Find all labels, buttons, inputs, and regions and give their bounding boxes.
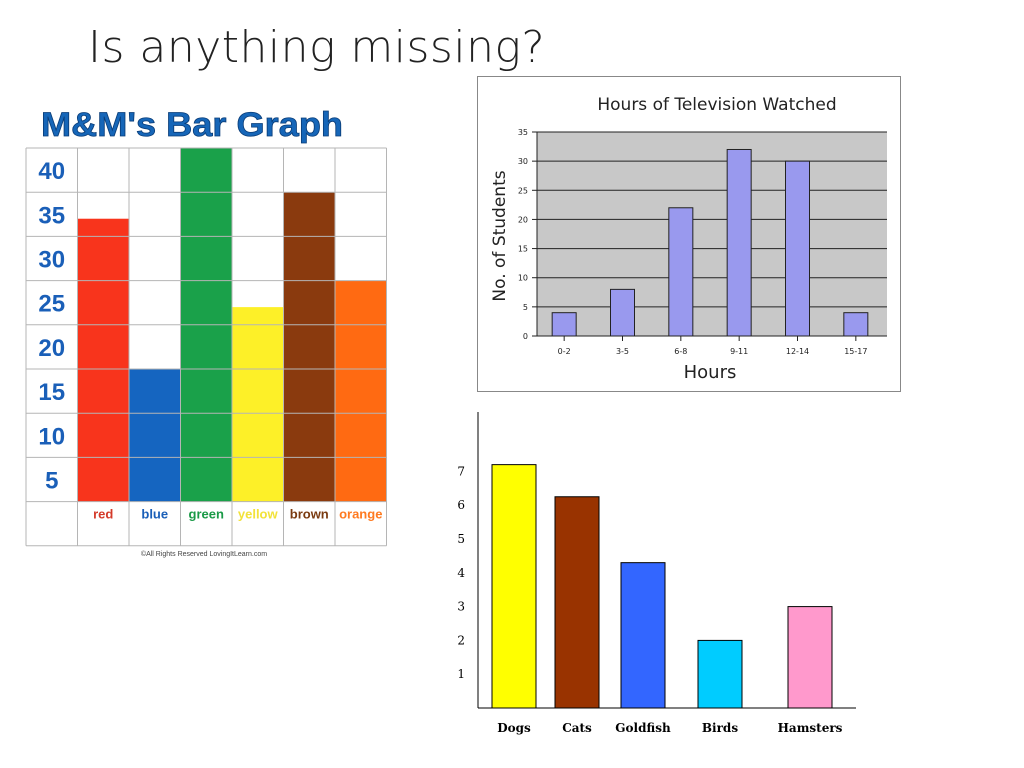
grid-lines [25, 147, 387, 547]
y-tick-label: 2 [457, 633, 465, 647]
tv-bar-chart: Hours of Television Watched 0 5 10 15 20 25 30… [477, 76, 901, 392]
chart-title: M&M's Bar Graph [41, 106, 343, 144]
x-tick-label: 6-8 [674, 347, 687, 356]
x-tick-label: Hamsters [778, 721, 843, 735]
y-tick-labels: 0 5 10 15 20 25 30 35 [518, 128, 528, 341]
y-tick-label: 5 [45, 468, 58, 495]
x-tick-label: 12-14 [786, 347, 809, 356]
bar-0-2 [551, 312, 577, 337]
bar-orange [335, 280, 387, 502]
bar-Goldfish [620, 562, 666, 709]
x-tick-labels: 0-2 3-5 6-8 9-11 12-14 15-17 [558, 347, 868, 356]
x-tick-labels: Dogs Cats Goldfish Birds Hamsters [497, 721, 842, 735]
x-tick-label-red: red [93, 507, 113, 522]
x-tick-label: 0-2 [558, 347, 571, 356]
bar-12-14 [785, 160, 810, 337]
bar-Dogs [491, 464, 537, 709]
slide-title: Is anything missing? [88, 22, 546, 73]
bar-Birds [697, 639, 743, 709]
bar-6-8 [668, 207, 694, 337]
x-tick-label-blue: blue [141, 507, 168, 522]
y-tick-label: 25 [518, 186, 528, 195]
x-tick-labels: red blue green yellow brown orange [93, 507, 382, 522]
bar-blue [129, 369, 181, 502]
copyright-footer: ©All Rights Reserved LovingItLearn.com [141, 550, 267, 558]
pets-bar-chart: 1 2 3 4 5 6 7 Dogs Cats Goldfish Birds Hamsters [457, 412, 856, 735]
grid-lines [532, 131, 887, 337]
y-tick-label: 15 [518, 245, 528, 254]
bar-Cats [554, 496, 600, 709]
y-tick-label: 6 [457, 498, 465, 512]
x-tick-label: Dogs [497, 721, 531, 735]
y-tick-label: 10 [38, 423, 65, 450]
bar-Hamsters [787, 606, 833, 709]
y-tick-label: 7 [457, 464, 465, 478]
y-tick-label: 0 [523, 332, 528, 341]
bar-15-17 [843, 312, 869, 337]
x-axis-label: Hours [684, 362, 737, 383]
y-tick-label: 15 [38, 379, 65, 406]
y-tick-label: 35 [518, 128, 528, 137]
bars-group [551, 148, 869, 341]
bar-brown [283, 192, 335, 502]
y-tick-labels: 5 10 15 20 25 30 35 40 [38, 158, 65, 494]
x-tick-label: 9-11 [730, 347, 748, 356]
y-tick-label: 40 [38, 158, 65, 185]
y-tick-label: 25 [38, 291, 65, 318]
x-tick-label: Birds [702, 721, 738, 735]
x-tick-label-brown: brown [290, 507, 329, 522]
plot-area [537, 132, 887, 336]
bar-red [77, 218, 129, 502]
y-tick-label: 4 [457, 566, 465, 580]
bars-group [491, 464, 833, 709]
x-tick-label: Cats [562, 721, 592, 735]
x-tick-label: 15-17 [844, 347, 867, 356]
y-tick-label: 30 [38, 247, 65, 274]
y-tick-label: 5 [457, 532, 465, 546]
x-tick-label: Goldfish [615, 721, 671, 735]
x-tick-label-orange: orange [339, 507, 382, 522]
bars-group [77, 148, 387, 502]
x-tick-label: 3-5 [616, 347, 629, 356]
y-tick-label: 20 [518, 215, 528, 224]
bar-9-11 [726, 148, 752, 337]
mm-bar-graph: M&M's Bar Graph 5 10 15 20 25 30 35 40 red blue g… [25, 106, 387, 558]
bar-yellow [232, 307, 284, 502]
x-tick-label-yellow: yellow [238, 507, 279, 522]
y-tick-label: 20 [38, 335, 65, 362]
y-tick-labels: 1 2 3 4 5 6 7 [457, 464, 465, 681]
y-tick-label: 3 [457, 600, 465, 614]
y-tick-label: 5 [523, 303, 528, 312]
y-tick-label: 1 [457, 667, 465, 681]
y-tick-label: 35 [38, 202, 65, 229]
chart-title: Hours of Television Watched [597, 95, 836, 115]
bar-3-5 [610, 288, 635, 337]
x-tick-label-green: green [189, 507, 224, 522]
y-tick-label: 30 [518, 157, 528, 166]
y-tick-label: 10 [518, 274, 528, 283]
y-axis-label: No. of Students [490, 170, 510, 301]
